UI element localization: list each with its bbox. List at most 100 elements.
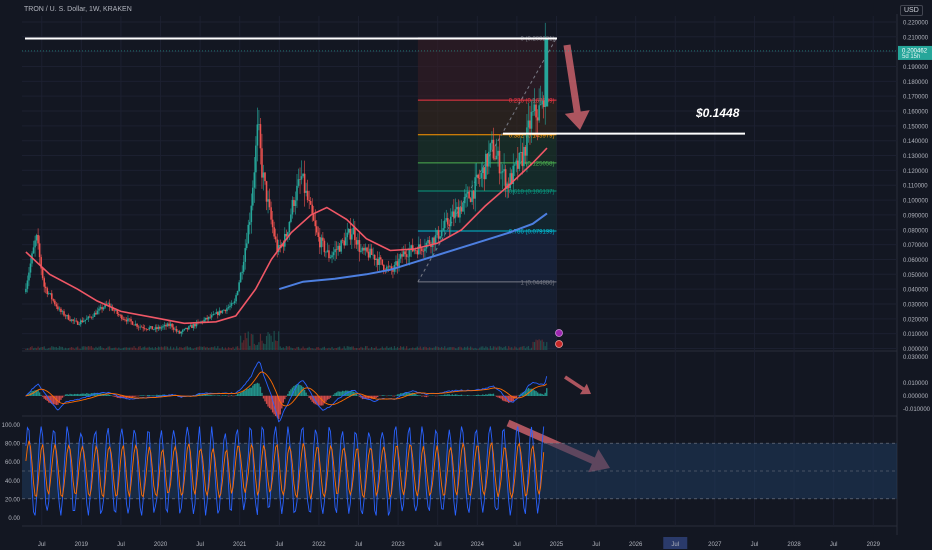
macd-bar	[392, 395, 394, 397]
macd-bar	[113, 395, 115, 397]
macd-bar	[398, 394, 400, 396]
macd-bar	[214, 395, 216, 396]
volume-bar	[171, 348, 173, 350]
event-icon	[555, 329, 563, 337]
candle-body	[529, 120, 531, 129]
candle-body	[414, 250, 417, 251]
volume-bar	[118, 347, 120, 350]
macd-bar	[203, 394, 205, 396]
candle-body	[480, 173, 483, 179]
volume-bar	[83, 346, 85, 350]
macd-bar	[227, 395, 230, 397]
macd-bar	[67, 394, 70, 396]
volume-bar	[395, 348, 397, 350]
x-axis-label: Jul	[117, 542, 125, 548]
candle-body	[526, 127, 528, 156]
macd-bar	[332, 394, 335, 396]
candle-body	[224, 309, 227, 312]
candle-body	[375, 259, 377, 260]
macd-bar	[156, 394, 158, 396]
macd-bar	[393, 395, 396, 397]
volume-bar	[241, 342, 243, 350]
volume-bar	[416, 346, 418, 350]
fib-zone	[417, 37, 557, 101]
volume-bar	[323, 346, 326, 350]
price-tick-label: 0.090000	[903, 213, 929, 219]
candle-body	[114, 310, 117, 311]
volume-bar	[345, 348, 347, 350]
candle-body	[533, 104, 536, 112]
macd-bar	[89, 393, 91, 396]
candle-body	[98, 308, 100, 311]
macd-bar	[232, 395, 234, 397]
macd-bar	[78, 394, 80, 396]
macd-bar	[209, 394, 211, 396]
volume-bar	[311, 348, 313, 350]
volume-bar	[442, 347, 444, 350]
candle-body	[344, 237, 347, 246]
candle-body	[405, 254, 408, 257]
candle-body	[75, 320, 77, 322]
volume-bar	[189, 347, 191, 350]
volume-bar	[348, 346, 350, 350]
candle-body	[421, 248, 423, 252]
candle-body	[468, 191, 470, 199]
candle-body	[145, 328, 148, 330]
macd-bar	[308, 395, 310, 398]
candle-body	[337, 245, 339, 250]
current-price-tag	[898, 45, 932, 60]
volume-bar	[136, 348, 138, 350]
macd-bar	[335, 392, 338, 396]
candle-body	[422, 251, 425, 252]
macd-bar	[63, 395, 65, 397]
macd-bar	[140, 395, 143, 396]
volume-bar	[537, 340, 539, 350]
x-axis-label: 2024	[471, 542, 485, 548]
candle-body	[125, 319, 128, 322]
candle-body	[367, 251, 370, 258]
down-arrow	[564, 375, 591, 395]
macd-bar	[112, 395, 114, 397]
volume-bar	[259, 333, 262, 350]
stoch-tick-label: 80.00	[5, 442, 21, 448]
candle-body	[86, 318, 88, 320]
macd-bar	[407, 392, 409, 396]
macd-bar	[212, 395, 214, 396]
macd-bar	[479, 395, 481, 396]
volume-bar	[544, 346, 546, 350]
macd-bar	[204, 394, 207, 396]
macd-bar	[328, 395, 330, 400]
candle-body	[180, 331, 183, 334]
candle-body	[402, 251, 405, 257]
volume-bar	[287, 346, 289, 350]
volume-bar	[72, 347, 74, 350]
volume-bar	[521, 346, 523, 350]
candle-body	[469, 198, 472, 202]
volume-bar	[530, 347, 533, 350]
volume-bar	[279, 346, 281, 350]
macd-tick-label: 0.010000	[903, 381, 929, 387]
volume-bar	[66, 348, 68, 350]
candle-body	[252, 187, 254, 206]
x-axis-label: 2022	[312, 542, 326, 548]
stoch-tick-label: 0.00	[8, 516, 20, 522]
volume-bar	[523, 346, 525, 350]
candle-body	[218, 310, 221, 316]
volume-bar	[346, 346, 348, 350]
candle-body	[366, 247, 368, 252]
volume-bar	[419, 346, 421, 350]
volume-bar	[457, 347, 460, 350]
volume-bar	[503, 346, 505, 350]
candle-body	[475, 174, 478, 178]
currency-button[interactable]: USD	[900, 5, 923, 16]
volume-bar	[208, 347, 210, 350]
candle-body	[373, 254, 376, 260]
macd-bar	[396, 394, 399, 396]
candle-body	[102, 307, 105, 310]
candle-body	[539, 104, 542, 106]
candle-body	[49, 293, 52, 294]
volume-bar	[58, 346, 61, 350]
macd-bar	[447, 394, 449, 396]
candle-body	[181, 330, 184, 332]
